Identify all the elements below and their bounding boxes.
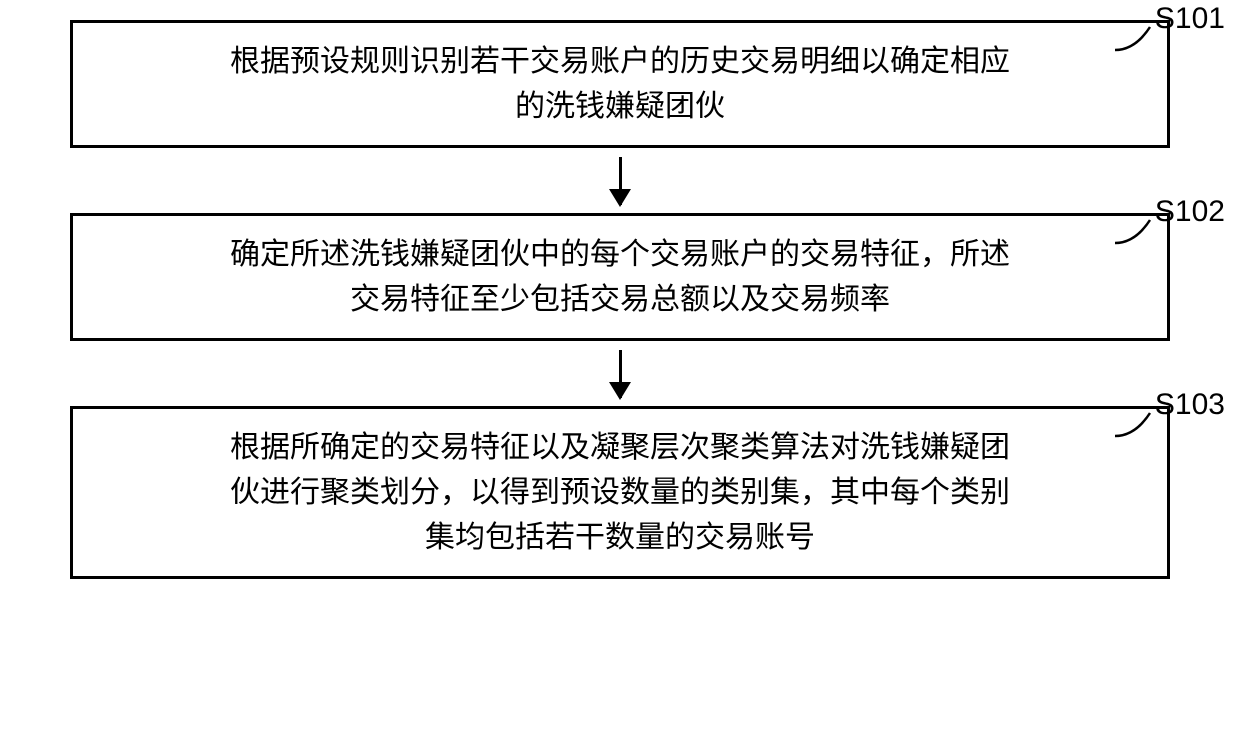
step-box-2: 确定所述洗钱嫌疑团伙中的每个交易账户的交易特征，所述 交易特征至少包括交易总额以… [70,213,1170,341]
step-wrapper-3: S103 根据所确定的交易特征以及凝聚层次聚类算法对洗钱嫌疑团 伙进行聚类划分，… [30,406,1210,579]
flowchart-container: S101 根据预设规则识别若干交易账户的历史交易明细以确定相应 的洗钱嫌疑团伙 … [30,20,1210,579]
step-text-2: 确定所述洗钱嫌疑团伙中的每个交易账户的交易特征，所述 交易特征至少包括交易总额以… [101,232,1139,322]
step-text-1: 根据预设规则识别若干交易账户的历史交易明细以确定相应 的洗钱嫌疑团伙 [101,39,1139,129]
step-label-2: S102 [1155,195,1225,229]
step-wrapper-1: S101 根据预设规则识别若干交易账户的历史交易明细以确定相应 的洗钱嫌疑团伙 [30,20,1210,148]
label-curve-3 [1115,408,1155,438]
step-box-3: 根据所确定的交易特征以及凝聚层次聚类算法对洗钱嫌疑团 伙进行聚类划分，以得到预设… [70,406,1170,579]
label-curve-2 [1115,215,1155,245]
arrow-2-to-3 [30,341,1210,406]
step-box-1: 根据预设规则识别若干交易账户的历史交易明细以确定相应 的洗钱嫌疑团伙 [70,20,1170,148]
step-text-3: 根据所确定的交易特征以及凝聚层次聚类算法对洗钱嫌疑团 伙进行聚类划分，以得到预设… [101,425,1139,560]
step-label-1: S101 [1155,2,1225,36]
arrow-down-2 [619,350,622,398]
arrow-down-1 [619,157,622,205]
label-curve-1 [1115,22,1155,52]
arrow-1-to-2 [30,148,1210,213]
step-wrapper-2: S102 确定所述洗钱嫌疑团伙中的每个交易账户的交易特征，所述 交易特征至少包括… [30,213,1210,341]
step-label-3: S103 [1155,388,1225,422]
